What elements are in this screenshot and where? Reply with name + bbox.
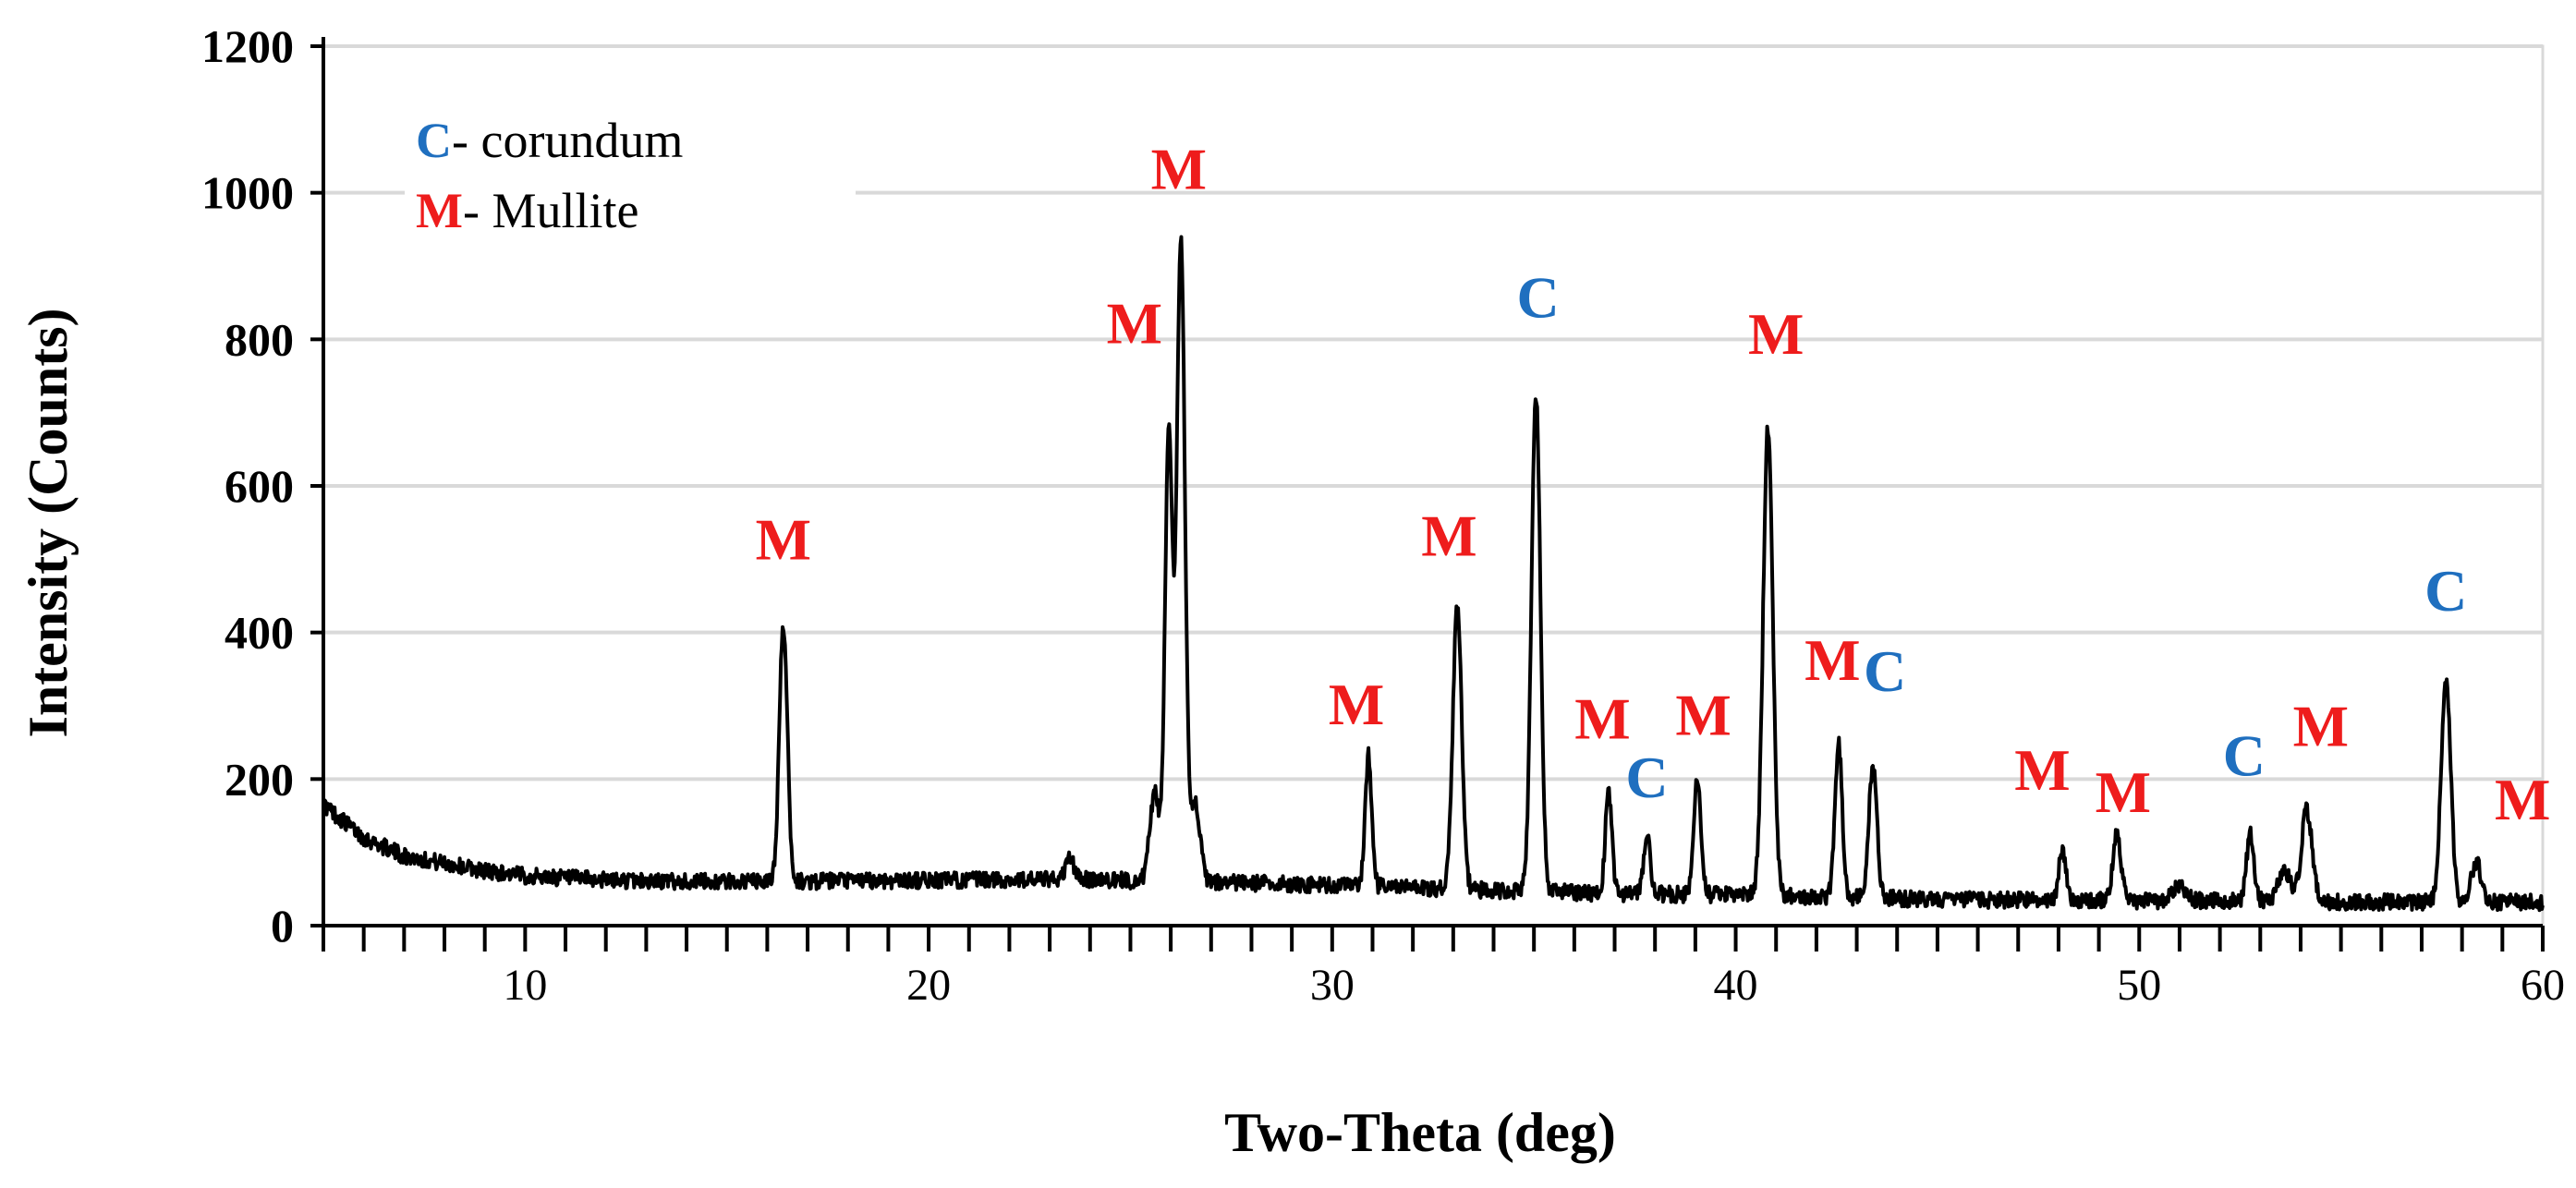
peak-label-mullite: M xyxy=(1574,686,1630,752)
legend-item-mullite: M- Mullite xyxy=(416,183,638,238)
legend-key-corundum: C xyxy=(416,113,452,168)
peak-label-mullite: M xyxy=(1675,683,1731,748)
legend-box xyxy=(405,103,856,242)
y-tick-label: 1000 xyxy=(201,167,294,219)
x-axis-title: Two-Theta (deg) xyxy=(1224,1102,1616,1163)
y-tick-label: 400 xyxy=(225,607,294,659)
legend-text-mullite: - Mullite xyxy=(463,183,638,238)
peak-label-corundum: C xyxy=(1864,638,1906,704)
legend-item-corundum: C- corundum xyxy=(416,113,683,168)
peak-label-corundum: C xyxy=(2223,722,2266,788)
y-tick-label: 200 xyxy=(225,753,294,805)
legend-text-corundum: - corundum xyxy=(452,113,683,168)
y-tick-label: 600 xyxy=(225,460,294,512)
x-tick-label: 50 xyxy=(2117,961,2161,1010)
peak-label-corundum: C xyxy=(2424,558,2467,624)
peak-label-mullite: M xyxy=(2014,737,2070,803)
peak-label-mullite: M xyxy=(1107,290,1162,356)
diffraction-trace xyxy=(322,235,2545,913)
peak-label-mullite: M xyxy=(756,506,811,572)
peak-label-mullite: M xyxy=(1804,627,1860,693)
plot-frame xyxy=(323,44,2545,926)
y-axis-title: Intensity (Counts) xyxy=(18,308,79,737)
y-tick-label: 0 xyxy=(271,900,294,952)
legend-key-mullite: M xyxy=(416,183,463,238)
x-tick-label: 20 xyxy=(906,961,951,1010)
peak-label-mullite: M xyxy=(2495,767,2550,832)
peak-label-mullite: M xyxy=(1421,503,1476,568)
x-tick-label: 10 xyxy=(503,961,547,1010)
peak-label-mullite: M xyxy=(1329,672,1384,737)
peak-label-mullite: M xyxy=(2096,759,2151,825)
peak-label-mullite: M xyxy=(1748,301,1804,367)
x-tick-label: 60 xyxy=(2521,961,2565,1010)
axes xyxy=(310,37,2545,952)
x-tick-label: 40 xyxy=(1714,961,1758,1010)
tick-labels: 0 200 400 600 800 1000 1200 10 20 30 40 50 60 xyxy=(201,20,2565,1010)
peak-label-mullite: M xyxy=(1151,137,1207,202)
x-tick-label: 30 xyxy=(1310,961,1355,1010)
legend: C- corundum M- Mullite xyxy=(416,113,683,238)
peak-label-mullite: M xyxy=(2293,694,2349,759)
y-tick-label: 800 xyxy=(225,313,294,365)
peak-label-corundum: C xyxy=(1516,265,1559,331)
peak-label-corundum: C xyxy=(1625,745,1668,810)
y-tick-label: 1200 xyxy=(201,20,294,72)
